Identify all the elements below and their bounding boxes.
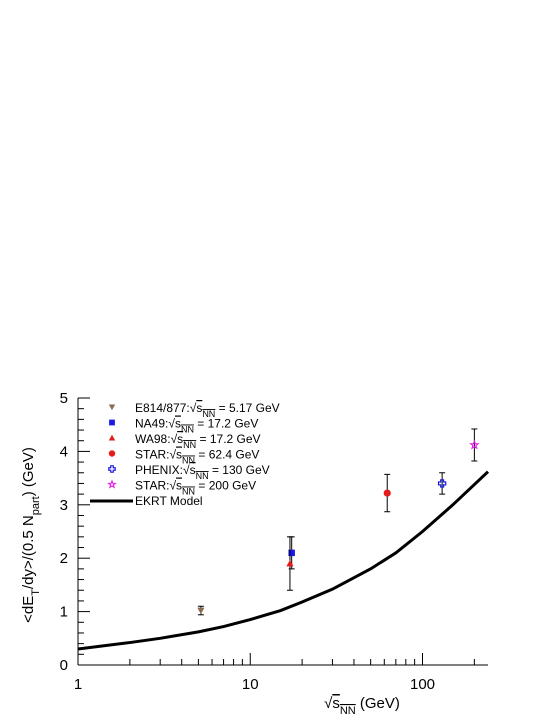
x-tick-label: 1 bbox=[74, 676, 82, 693]
data-marker bbox=[383, 489, 391, 497]
legend-marker bbox=[108, 434, 116, 441]
data-point bbox=[469, 428, 480, 462]
legend-marker bbox=[108, 450, 116, 457]
legend-label: STAR:√sNN = 200 GeV bbox=[135, 479, 256, 497]
data-marker bbox=[437, 479, 447, 488]
ekrt-model-curve bbox=[77, 470, 490, 651]
data-marker bbox=[469, 439, 480, 450]
y-axis-title: <dET/dy>/(0.5 Npart) (GeV) bbox=[20, 447, 42, 623]
data-marker bbox=[197, 607, 205, 615]
data-marker bbox=[288, 549, 295, 557]
legend-label: EKRT Model bbox=[135, 494, 203, 508]
y-tick-label: 3 bbox=[60, 497, 68, 514]
legend-marker bbox=[107, 479, 117, 489]
axis-ticks bbox=[77, 397, 475, 666]
data-point bbox=[383, 473, 391, 513]
data-points-layer bbox=[197, 428, 480, 616]
data-point bbox=[286, 536, 294, 591]
legend-entry: E814/877:√sNN = 5.17 GeV bbox=[108, 401, 280, 419]
legend-marker bbox=[108, 465, 116, 473]
y-tick-label: 4 bbox=[60, 443, 68, 460]
legend-marker bbox=[108, 404, 116, 411]
x-tick-label: 100 bbox=[410, 676, 435, 693]
legend-entry: STAR:√sNN = 200 GeV bbox=[107, 479, 256, 497]
legend-entry: EKRT Model bbox=[90, 494, 203, 508]
sqrt-sign: √ bbox=[324, 695, 333, 712]
legend-entry: NA49:√sNN = 17.2 GeV bbox=[109, 417, 258, 435]
legend-entry: PHENIX:√sNN = 130 GeV bbox=[108, 463, 270, 481]
legend-entry: STAR:√sNN = 62.4 GeV bbox=[108, 448, 259, 466]
data-point bbox=[437, 472, 447, 495]
legend-label: STAR:√sNN = 62.4 GeV bbox=[135, 448, 259, 466]
y-tick-label: 5 bbox=[60, 390, 68, 407]
legend-label: WA98:√sNN = 17.2 GeV bbox=[135, 432, 261, 450]
legend-label: E814/877:√sNN = 5.17 GeV bbox=[135, 401, 280, 419]
data-marker bbox=[286, 559, 294, 567]
legend-marker bbox=[109, 419, 115, 426]
model-curve-layer bbox=[77, 470, 490, 651]
y-tick-label: 0 bbox=[60, 657, 68, 674]
y-tick-label: 1 bbox=[60, 604, 68, 621]
legend-label: PHENIX:√sNN = 130 GeV bbox=[135, 463, 270, 481]
legend-entry: WA98:√sNN = 17.2 GeV bbox=[108, 432, 261, 450]
legend-label: NA49:√sNN = 17.2 GeV bbox=[135, 417, 258, 435]
plot-frame bbox=[77, 398, 488, 666]
x-axis-title: √sNN (GeV) bbox=[324, 695, 400, 717]
x-tick-label: 10 bbox=[242, 676, 259, 693]
data-point bbox=[197, 605, 205, 616]
y-tick-label: 2 bbox=[60, 550, 68, 567]
